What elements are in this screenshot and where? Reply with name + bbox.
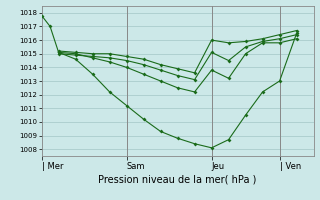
X-axis label: Pression niveau de la mer( hPa ): Pression niveau de la mer( hPa ) bbox=[99, 175, 257, 185]
